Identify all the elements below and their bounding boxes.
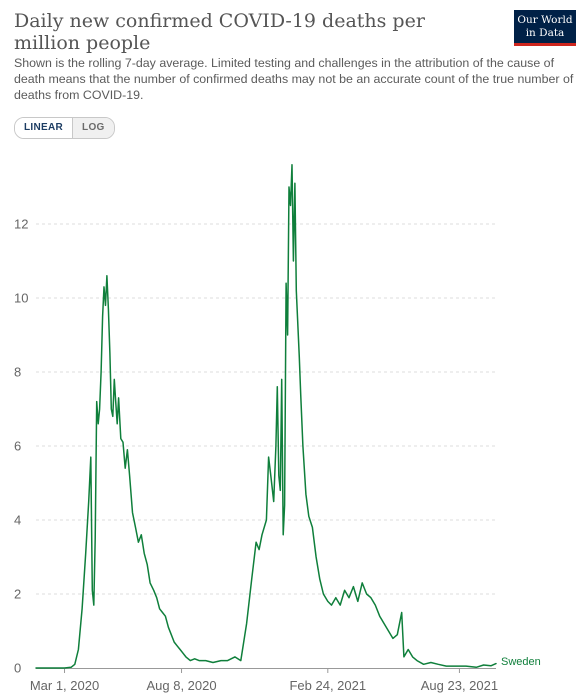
- y-tick-label: 2: [14, 587, 21, 602]
- grid-lines: [36, 223, 496, 595]
- linear-scale-button[interactable]: LINEAR: [15, 118, 73, 138]
- x-tick-label: Feb 24, 2021: [289, 678, 366, 693]
- x-tick-label: Aug 8, 2020: [146, 678, 216, 693]
- y-tick-label: 8: [14, 365, 21, 380]
- scale-toggle: LINEAR LOG: [14, 117, 115, 139]
- series-line-sweden: [35, 164, 497, 669]
- owid-logo[interactable]: Our World in Data: [514, 10, 576, 46]
- logo-line-2: in Data: [525, 27, 565, 39]
- y-tick-label: 4: [14, 513, 21, 528]
- series-label-sweden: Sweden: [501, 656, 541, 668]
- chart-subtitle: Shown is the rolling 7-day average. Limi…: [14, 56, 574, 102]
- x-tick-label: Mar 1, 2020: [30, 678, 99, 693]
- series-layer: Sweden: [35, 164, 541, 669]
- y-tick-label: 6: [14, 439, 21, 454]
- x-axis: Mar 1, 2020 Aug 8, 2020 Feb 24, 2021 Aug 23…: [30, 668, 498, 693]
- logo-line-1: Our World: [517, 14, 573, 26]
- log-scale-button[interactable]: LOG: [72, 118, 114, 138]
- x-tick-label: Aug 23, 2021: [421, 678, 498, 693]
- y-tick-label: 12: [14, 217, 28, 232]
- y-axis-ticks: 0 2 4 6 8 10 12: [14, 217, 28, 676]
- y-tick-label: 0: [14, 661, 21, 676]
- chart-title: Daily new confirmed COVID-19 deaths per …: [14, 10, 425, 54]
- y-tick-label: 10: [14, 291, 28, 306]
